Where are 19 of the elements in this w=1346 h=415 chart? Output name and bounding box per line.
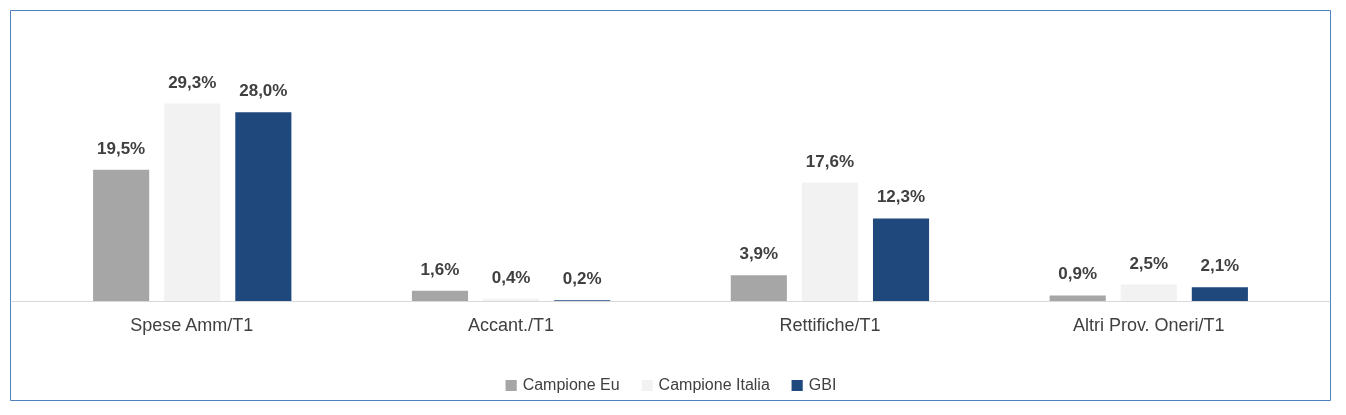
data-label: 17,6% [805, 151, 855, 171]
data-label: 2,5% [1129, 253, 1169, 273]
legend-label: GBI [808, 376, 837, 394]
data-label: 0,2% [562, 269, 602, 289]
data-label: 0,9% [1058, 264, 1098, 284]
data-label: 19,5% [97, 138, 146, 158]
data-label: 12,3% [876, 187, 926, 207]
x-tick-label: Rettifiche/T1 [779, 315, 881, 336]
legend-label: Campione Italia [658, 376, 770, 394]
data-label: 3,9% [739, 244, 779, 264]
data-label: 1,6% [420, 259, 460, 279]
legend-label: Campione Eu [522, 376, 620, 394]
data-label: 2,1% [1200, 256, 1240, 276]
data-label: 28,0% [239, 81, 288, 101]
x-tick-label: Accant./T1 [468, 315, 555, 336]
data-label: 0,4% [491, 267, 531, 287]
data-label: 29,3% [168, 72, 217, 92]
x-tick-label: Spese Amm/T1 [130, 315, 254, 336]
x-tick-label: Altri Prov. Oneri/T1 [1072, 315, 1225, 336]
